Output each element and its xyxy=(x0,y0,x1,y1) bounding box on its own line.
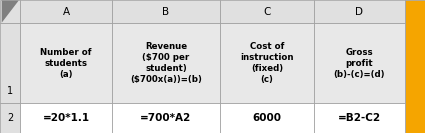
Bar xyxy=(314,103,405,133)
Bar xyxy=(220,103,314,133)
Bar xyxy=(314,0,405,23)
Text: 6000: 6000 xyxy=(252,113,281,123)
Polygon shape xyxy=(2,1,19,23)
Bar xyxy=(405,0,425,133)
Bar xyxy=(20,23,112,103)
Text: Cost of
instruction
(fixed)
(c): Cost of instruction (fixed) (c) xyxy=(240,42,294,84)
Text: D: D xyxy=(355,7,363,17)
Text: C: C xyxy=(263,7,271,17)
Text: 2: 2 xyxy=(7,113,13,123)
Bar xyxy=(0,0,20,23)
Bar xyxy=(0,103,20,133)
Text: Number of
students
(a): Number of students (a) xyxy=(40,48,92,79)
Text: Revenue
($700 per
student)
($700x(a))=(b): Revenue ($700 per student) ($700x(a))=(b… xyxy=(130,42,202,84)
Text: =B2-C2: =B2-C2 xyxy=(338,113,381,123)
Bar xyxy=(0,23,20,103)
Bar xyxy=(220,23,314,103)
Text: =20*1.1: =20*1.1 xyxy=(42,113,90,123)
Text: 1: 1 xyxy=(7,86,13,96)
Text: Gross
profit
(b)-(c)=(d): Gross profit (b)-(c)=(d) xyxy=(334,48,385,79)
Text: A: A xyxy=(62,7,70,17)
Bar xyxy=(20,103,112,133)
Bar xyxy=(314,23,405,103)
Bar xyxy=(220,0,314,23)
Text: =700*A2: =700*A2 xyxy=(140,113,192,123)
Bar xyxy=(112,0,220,23)
Bar xyxy=(112,103,220,133)
Bar xyxy=(20,0,112,23)
Bar xyxy=(112,23,220,103)
Text: B: B xyxy=(162,7,170,17)
